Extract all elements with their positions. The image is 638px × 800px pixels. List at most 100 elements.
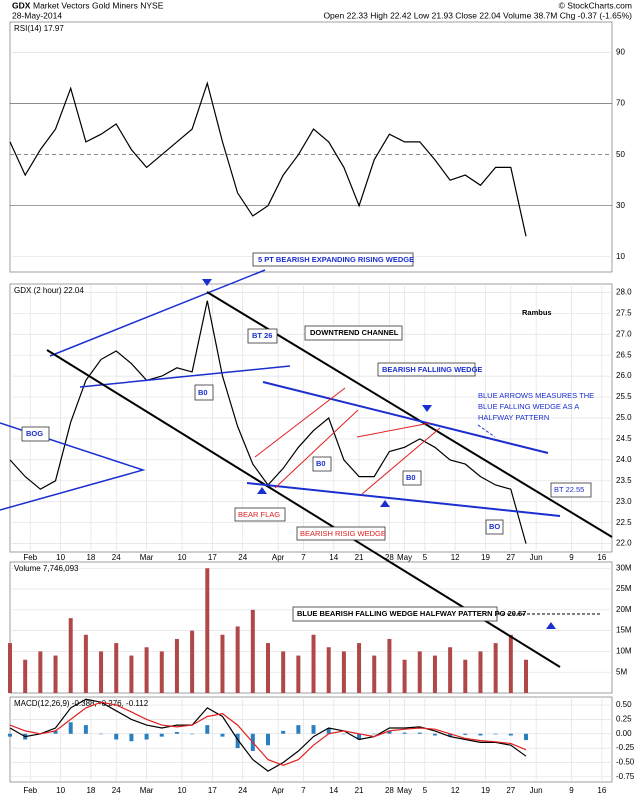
y-tick-label: -0.50 xyxy=(616,758,635,767)
y-tick-label: 30 xyxy=(616,201,625,210)
symbol: GDX xyxy=(12,0,31,10)
bar xyxy=(417,732,422,734)
panel-title: GDX (2 hour) 22.04 xyxy=(14,286,84,295)
x-tick-label: 21 xyxy=(355,786,364,795)
label-box xyxy=(485,519,504,535)
label-box xyxy=(550,482,592,498)
x-tick-label: 24 xyxy=(112,786,121,795)
bar xyxy=(53,730,58,734)
bar xyxy=(220,733,225,737)
quote: Open 22.33 High 22.42 Low 21.93 Close 22… xyxy=(323,10,632,20)
name: Market Vectors Gold Miners NYSE xyxy=(33,0,164,10)
annotation: BT 26 xyxy=(252,331,272,340)
bar xyxy=(372,655,377,693)
x-tick-label: 10 xyxy=(56,786,65,795)
y-tick-label: 26.5 xyxy=(616,350,632,359)
y-tick-label: 27.5 xyxy=(616,308,632,317)
annotation: Rambus xyxy=(522,308,552,317)
trendline xyxy=(254,387,346,458)
bar xyxy=(478,651,483,693)
y-tick-label: 50 xyxy=(616,150,625,159)
label-box xyxy=(377,362,476,377)
down-arrow xyxy=(202,279,432,412)
label-box xyxy=(296,526,386,541)
bar xyxy=(372,733,377,735)
x-tick-label: 18 xyxy=(86,786,95,795)
bar xyxy=(99,651,104,693)
x-tick-label: 12 xyxy=(451,553,460,562)
trendline xyxy=(274,409,359,489)
bar xyxy=(417,651,422,693)
bar xyxy=(174,732,179,734)
annotation: BEAR FLAG xyxy=(238,510,280,519)
x-tick-label: 9 xyxy=(569,786,574,795)
bar xyxy=(524,659,528,693)
bar xyxy=(114,643,119,693)
trendline xyxy=(361,427,441,495)
bar xyxy=(235,626,240,693)
bar xyxy=(508,634,513,693)
bar xyxy=(432,733,437,736)
x-tick-label: May xyxy=(397,786,412,795)
bar xyxy=(250,609,255,693)
annotation: BOG xyxy=(26,429,43,438)
bar xyxy=(448,647,453,693)
bar xyxy=(129,733,134,742)
x-tick-label: 7 xyxy=(301,553,306,562)
y-tick-label: 10 xyxy=(616,252,625,261)
bar xyxy=(493,733,498,735)
bar xyxy=(448,733,453,737)
x-tick-label: 9 xyxy=(569,553,574,562)
line xyxy=(9,698,527,772)
annotation: BEARISH RISIG WEDGE xyxy=(300,529,386,538)
bar xyxy=(205,568,210,693)
annotation: BLUE ARROWS MEASURES THE xyxy=(478,391,594,400)
annotation: HALFWAY PATTERN xyxy=(478,413,549,422)
bar xyxy=(281,651,286,693)
bar xyxy=(296,655,301,693)
annotation: BLUE BEARISH FALLING WEDGE HALFWAY PATTE… xyxy=(297,609,526,618)
y-tick-label: 24.5 xyxy=(616,434,632,443)
line xyxy=(9,701,527,766)
annotation: 5 PT BEARISH EXPANDING RISING WEDGE xyxy=(258,255,414,264)
bar xyxy=(402,732,407,734)
x-tick-label: Feb xyxy=(23,553,37,562)
x-tick-label: 21 xyxy=(355,553,364,562)
bar xyxy=(341,733,346,735)
bar xyxy=(129,655,134,693)
y-tick-label: 5M xyxy=(616,667,627,676)
x-tick-label: 24 xyxy=(238,553,247,562)
label-box xyxy=(234,507,286,522)
x-tick-label: 10 xyxy=(56,553,65,562)
annotation: DOWNTREND CHANNEL xyxy=(310,328,399,337)
bar xyxy=(508,733,513,736)
x-tick-label: 10 xyxy=(178,786,187,795)
y-tick-label: 23.5 xyxy=(616,476,632,485)
y-tick-label: -0.25 xyxy=(616,743,635,752)
bar xyxy=(83,634,88,693)
x-tick-label: 27 xyxy=(506,786,515,795)
trendline xyxy=(262,381,549,454)
bar xyxy=(114,733,119,740)
bar xyxy=(83,725,88,734)
annotation: B0 xyxy=(198,388,208,397)
bar xyxy=(493,643,498,693)
annotation: BEARISH FALLIING WEDGE xyxy=(382,365,482,374)
bar xyxy=(99,733,104,735)
y-tick-label: 24.0 xyxy=(616,455,632,464)
y-tick-label: 25M xyxy=(616,584,632,593)
bar xyxy=(159,651,164,693)
x-tick-label: 27 xyxy=(506,553,515,562)
label-box xyxy=(252,252,414,267)
y-tick-label: 15M xyxy=(616,626,632,635)
bar xyxy=(68,722,73,734)
x-tick-label: 10 xyxy=(178,553,187,562)
annotation: B0 xyxy=(406,473,416,482)
x-tick-label: 14 xyxy=(329,553,338,562)
x-tick-label: Feb xyxy=(23,786,37,795)
x-tick-label: Jun xyxy=(530,786,543,795)
bar xyxy=(296,725,301,734)
bar xyxy=(8,733,12,737)
annotations: 5 PT BEARISH EXPANDING RISING WEDGE BT 2… xyxy=(0,252,613,668)
bar xyxy=(174,638,179,693)
